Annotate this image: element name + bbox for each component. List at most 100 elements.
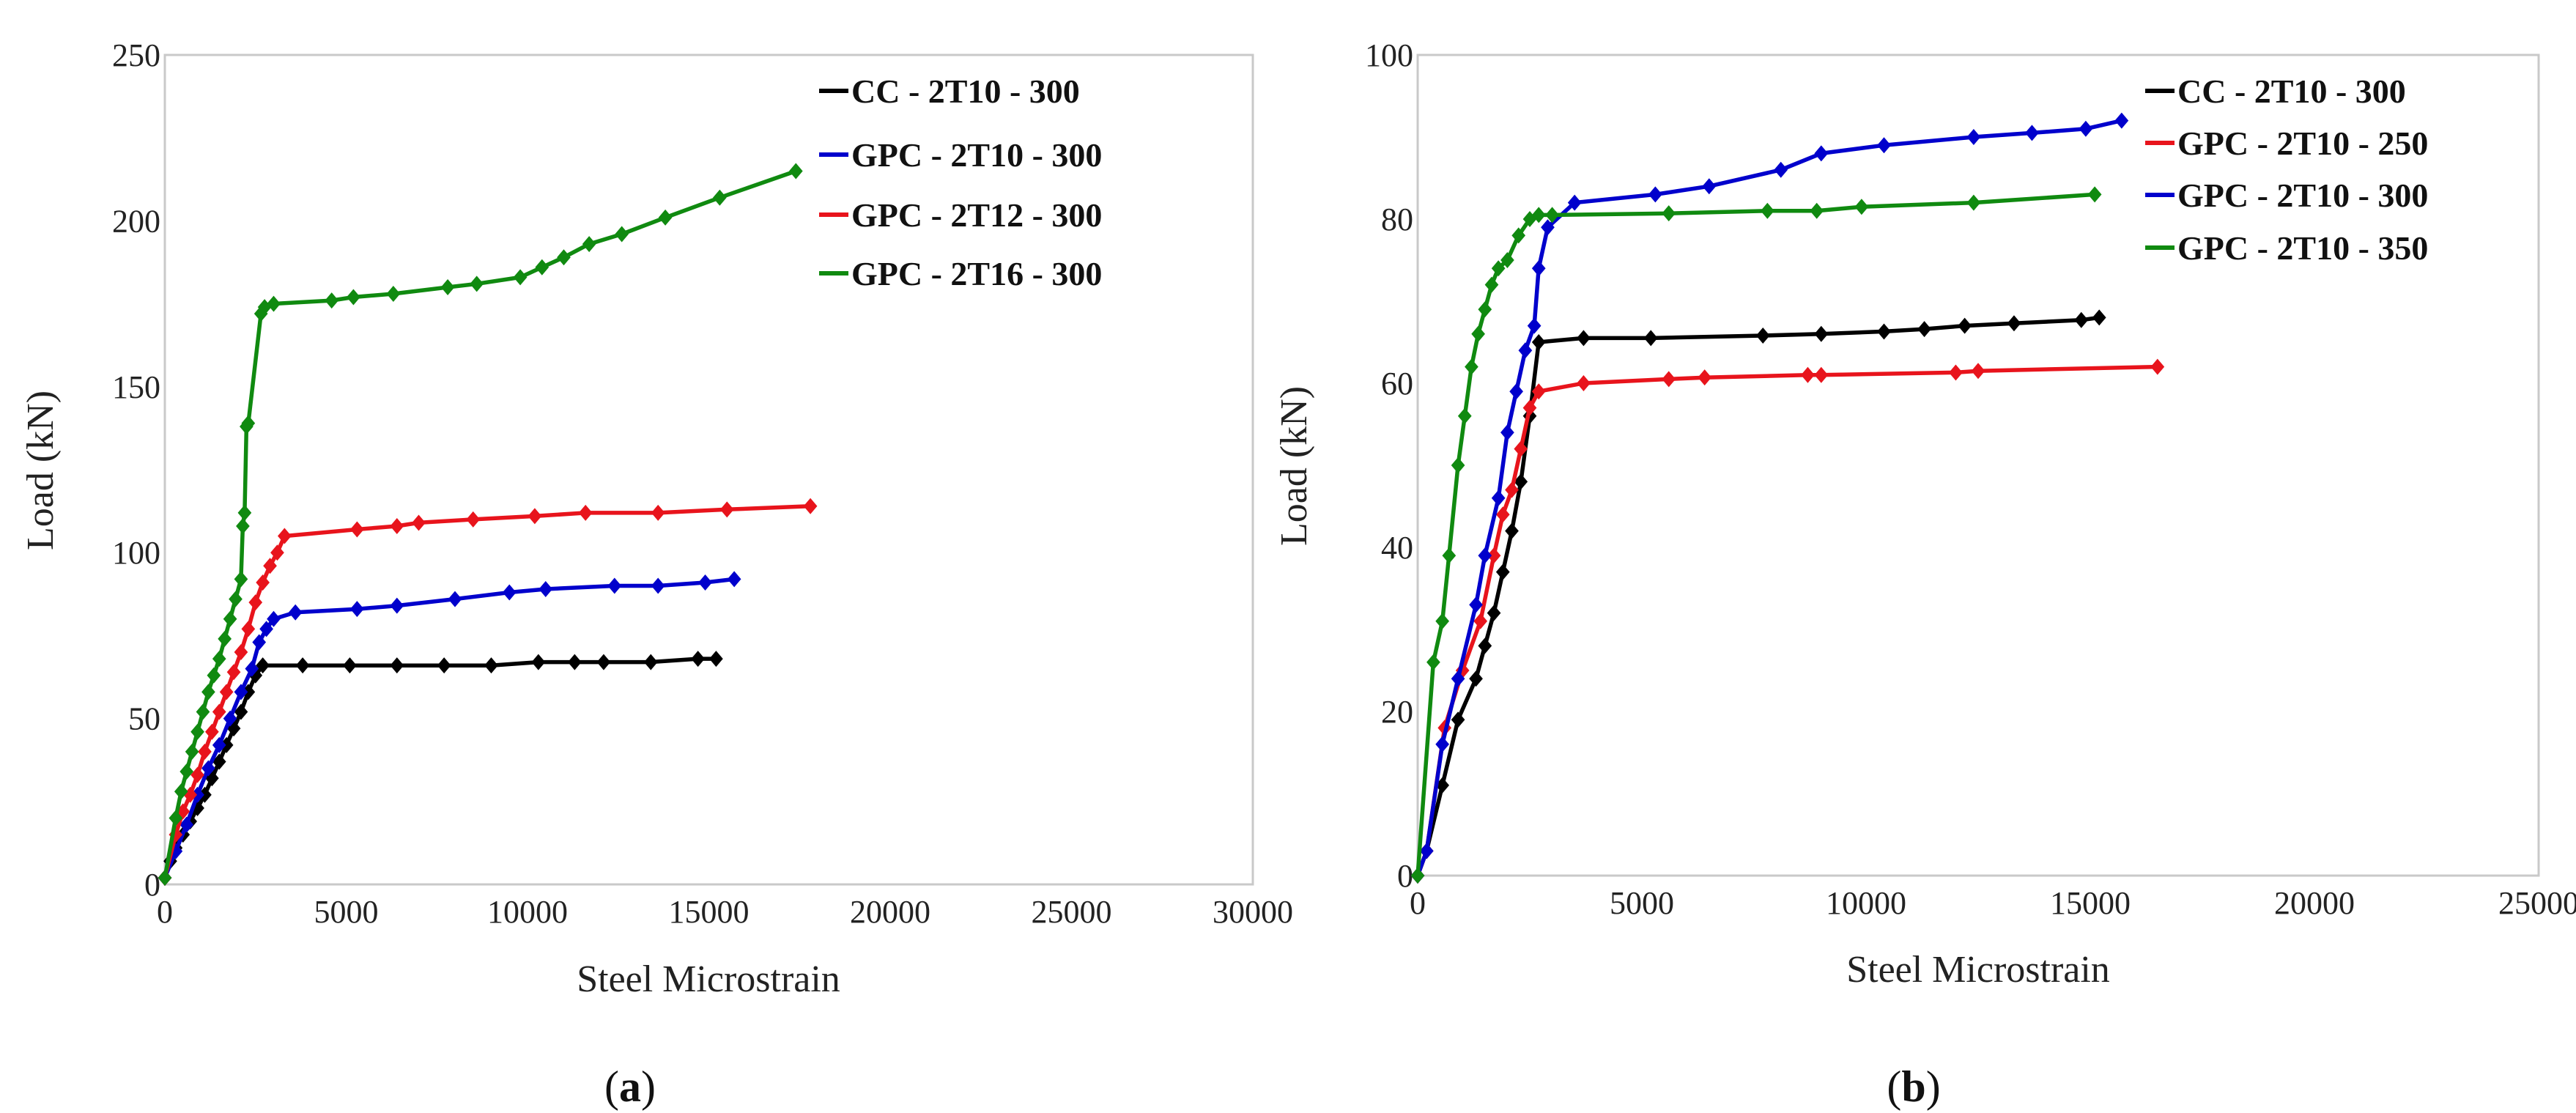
x-tick-b-3: 15000	[2050, 885, 2131, 921]
data-point-b-2-4	[1469, 596, 1483, 613]
data-point-a-3-5	[190, 723, 204, 740]
legend-label-b-2: GPC - 2T10 - 300	[2177, 177, 2428, 214]
data-point-b-1-9	[1522, 399, 1537, 416]
y-tick-b-4: 80	[1381, 201, 1413, 237]
data-point-b-3-17	[1761, 202, 1774, 219]
data-point-a-3-32	[713, 189, 727, 206]
data-point-b-0-4	[1469, 670, 1483, 687]
data-point-a-1-17	[538, 581, 553, 598]
data-point-a-1-13	[350, 601, 364, 618]
y-tick-b-3: 60	[1381, 366, 1413, 402]
data-point-a-3-17	[241, 415, 256, 432]
data-point-b-1-5	[1487, 547, 1501, 564]
x-tick-b-5: 25000	[2498, 885, 2576, 921]
legend-entry-b-0: CC - 2T10 - 300	[2145, 73, 2406, 110]
data-point-b-1-14	[1801, 366, 1815, 383]
data-point-a-1-15	[448, 591, 462, 607]
data-point-b-3-6	[1465, 358, 1478, 375]
data-point-a-3-27	[535, 259, 549, 276]
data-point-b-2-17	[1814, 145, 1829, 162]
y-axis-title-b: Load (kN)	[1273, 386, 1315, 546]
data-point-a-3-4	[185, 743, 199, 760]
data-point-b-1-11	[1577, 375, 1591, 391]
series-group-b	[1410, 112, 2165, 884]
x-tick-a-5: 25000	[1032, 894, 1112, 930]
data-point-b-3-4	[1451, 457, 1465, 473]
x-tick-a-0: 0	[157, 894, 173, 930]
panel-a: 0 5000 10000 15000 20000 25000 30000 0 5…	[20, 37, 1293, 1111]
legend-label-b-0: CC - 2T10 - 300	[2177, 73, 2406, 110]
data-point-a-1-21	[727, 571, 741, 588]
data-point-b-0-12	[1577, 330, 1591, 347]
data-point-a-1-16	[502, 584, 517, 601]
data-point-a-2-22	[578, 504, 593, 521]
data-point-b-2-3	[1451, 670, 1465, 687]
data-point-a-3-26	[513, 269, 528, 286]
data-point-a-0-18	[437, 657, 451, 674]
data-point-a-0-7	[205, 770, 219, 787]
data-point-b-3-2	[1435, 613, 1450, 629]
data-point-b-3-3	[1442, 547, 1457, 564]
x-tick-labels-a: 0 5000 10000 15000 20000 25000 30000	[157, 894, 1293, 930]
data-point-a-1-7	[234, 684, 248, 700]
data-point-b-2-13	[1567, 194, 1582, 211]
data-point-b-2-22	[2114, 112, 2129, 129]
data-point-a-1-8	[245, 660, 259, 677]
data-point-a-1-9	[252, 634, 267, 651]
x-tick-labels-b: 0 5000 10000 15000 20000 25000	[1410, 885, 2576, 921]
data-point-a-0-24	[691, 651, 705, 668]
data-point-a-1-4	[201, 760, 215, 777]
series-line-a-1	[163, 577, 736, 880]
data-point-a-2-11	[241, 621, 256, 637]
data-point-a-0-6	[198, 786, 212, 803]
y-tick-labels-b: 0 20 40 60 80 100	[1365, 37, 1413, 894]
x-tick-a-4: 20000	[850, 894, 930, 930]
data-point-a-0-25	[709, 651, 723, 668]
data-point-a-2-12	[248, 594, 263, 611]
y-tick-a-2: 100	[112, 535, 160, 571]
data-point-b-3-16	[1662, 205, 1676, 222]
legend-a: CC - 2T10 - 300 GPC - 2T10 - 300 GPC - 2…	[819, 73, 1102, 292]
y-tick-a-0: 0	[144, 867, 160, 903]
data-point-b-0-17	[1917, 321, 1931, 338]
y-tick-b-1: 20	[1381, 694, 1413, 730]
data-point-b-0-7	[1495, 563, 1510, 580]
data-point-a-2-23	[651, 504, 665, 521]
data-point-b-3-0	[1410, 868, 1425, 884]
data-point-b-3-12	[1511, 227, 1526, 244]
data-point-b-0-19	[2007, 315, 2021, 332]
data-point-a-1-11	[267, 610, 281, 627]
data-point-b-2-16	[1774, 161, 1788, 178]
data-point-b-0-9	[1514, 473, 1528, 490]
data-point-a-2-20	[466, 511, 481, 528]
data-point-a-2-5	[198, 743, 212, 760]
legend-entry-a-0: CC - 2T10 - 300	[819, 73, 1080, 110]
data-point-a-3-30	[615, 226, 629, 243]
x-tick-a-3: 15000	[669, 894, 750, 930]
data-point-a-0-19	[484, 657, 498, 674]
data-point-a-1-19	[651, 577, 665, 594]
data-point-b-3-18	[1810, 202, 1824, 219]
legend-entry-b-2: GPC - 2T10 - 300	[2145, 177, 2428, 214]
panel-label-b-open: (	[1887, 1062, 1901, 1111]
data-point-b-1-16	[1949, 364, 1963, 381]
data-point-a-2-10	[234, 644, 248, 661]
data-point-b-1-12	[1662, 371, 1676, 388]
panel-label-b: (b)	[1887, 1062, 1940, 1111]
legend-label-a-2: GPC - 2T12 - 300	[851, 196, 1102, 234]
panel-label-a: (a)	[604, 1062, 656, 1111]
data-point-b-2-9	[1518, 342, 1533, 359]
y-tick-a-1: 50	[128, 701, 160, 737]
data-point-b-2-8	[1509, 383, 1523, 400]
legend-entry-a-2: GPC - 2T12 - 300	[819, 196, 1102, 234]
data-point-a-3-21	[325, 292, 339, 309]
data-point-a-1-10	[259, 621, 273, 637]
data-point-b-0-5	[1478, 637, 1492, 654]
data-point-a-3-15	[237, 504, 252, 521]
data-point-a-2-8	[219, 684, 234, 700]
data-point-a-2-9	[226, 664, 241, 681]
data-point-b-1-4	[1473, 613, 1488, 629]
y-tick-a-4: 200	[112, 203, 160, 239]
data-point-a-0-11	[234, 703, 248, 720]
